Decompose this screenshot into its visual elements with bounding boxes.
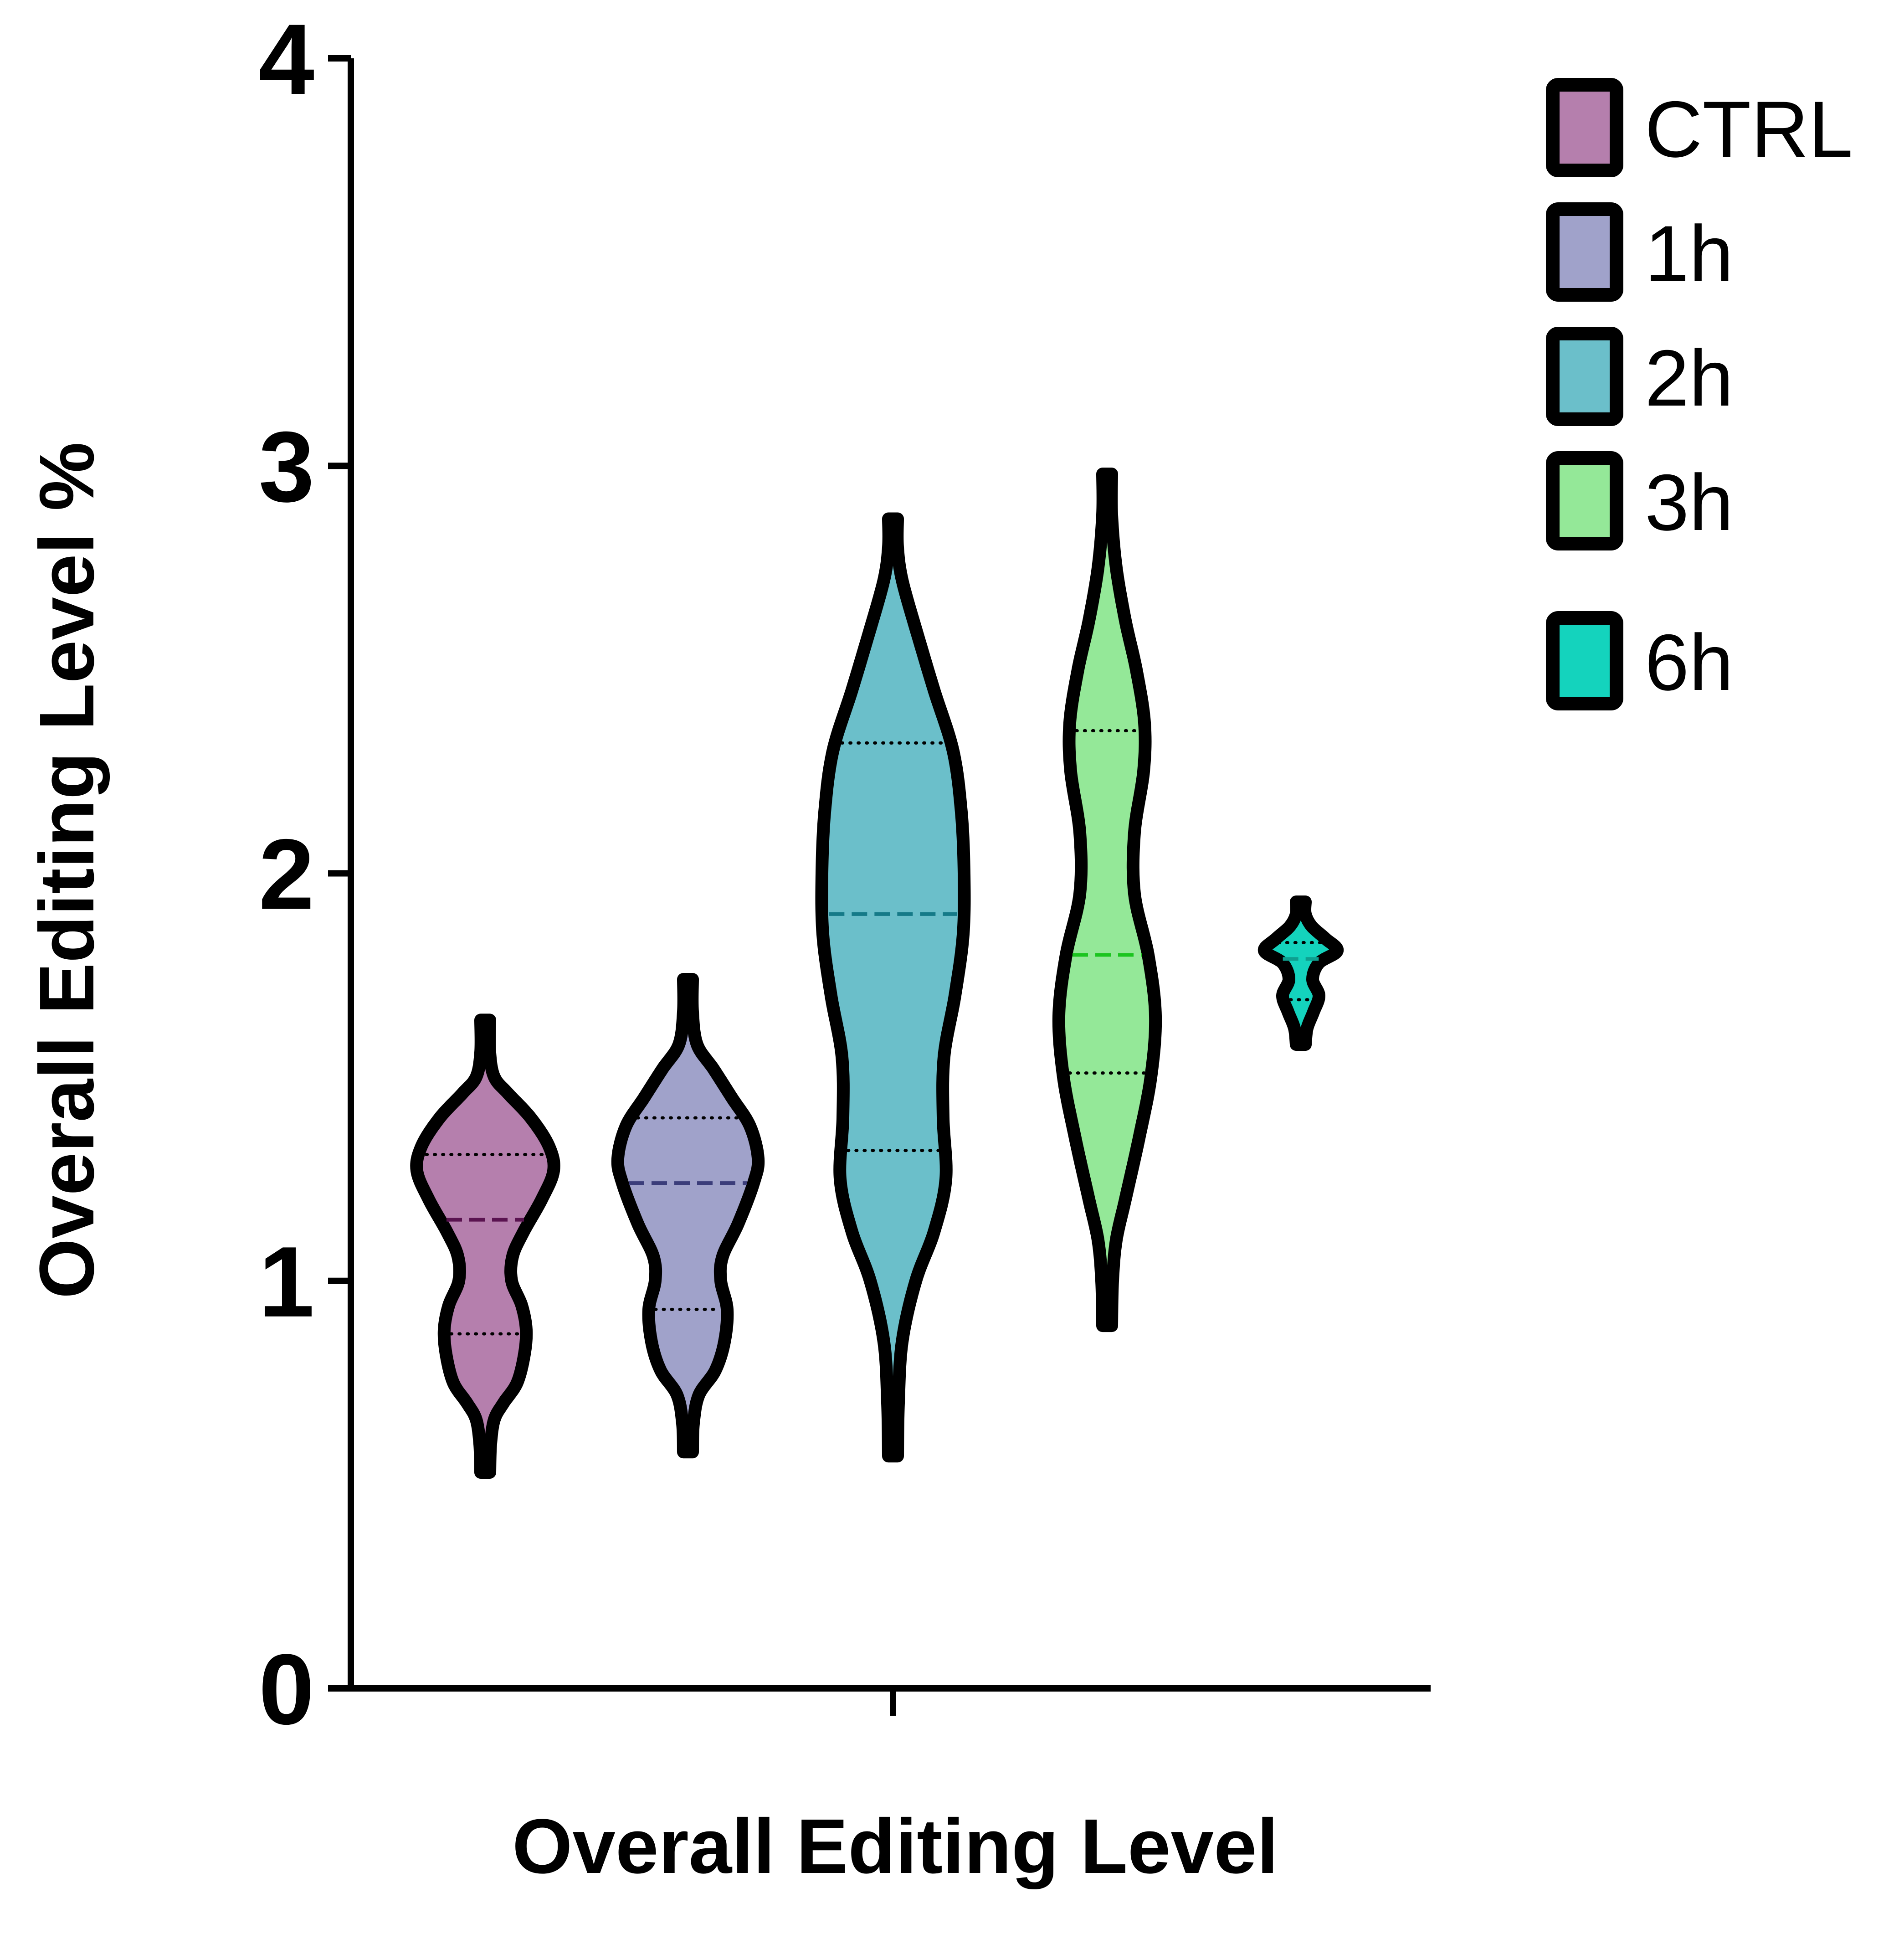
violin-ctrl (410, 1013, 560, 1479)
legend-item-ctrl: CTRL (1546, 78, 1853, 177)
violin-1h (611, 973, 765, 1459)
legend-item-6h: 6h (1546, 611, 1734, 710)
legend-label: 1h (1645, 210, 1734, 298)
violin-body (815, 512, 971, 1463)
legend-label: 3h (1645, 458, 1734, 547)
legend-label: CTRL (1645, 85, 1853, 174)
legend-swatch (1546, 78, 1623, 177)
y-tick-label: 0 (259, 1633, 314, 1745)
violins (410, 468, 1344, 1479)
legend-swatch (1546, 611, 1623, 710)
violin-body (1257, 895, 1344, 1051)
y-tick-label: 2 (259, 818, 314, 931)
legend-swatch (1546, 451, 1623, 550)
violin-body (611, 973, 765, 1459)
legend-label: 2h (1645, 334, 1734, 423)
legend-swatch (1546, 202, 1623, 302)
violin-6h (1257, 895, 1344, 1051)
violin-3h (1052, 468, 1162, 1332)
y-tick-label: 4 (259, 3, 314, 115)
legend-item-1h: 1h (1546, 202, 1734, 302)
violin-body (1052, 468, 1162, 1332)
legend-label: 6h (1645, 618, 1734, 707)
legend: CTRL 1h 2h 3h 6h (1546, 78, 1853, 710)
y-tick-label: 3 (259, 411, 314, 523)
violin-body (410, 1013, 560, 1479)
y-axis-title: Overall Editing Level % (24, 442, 110, 1299)
legend-item-3h: 3h (1546, 451, 1734, 550)
legend-item-2h: 2h (1546, 327, 1734, 426)
y-axis: 0 1 2 3 4 (259, 3, 354, 1745)
x-axis-title: Overall Editing Level (512, 1803, 1278, 1890)
violin-2h (815, 512, 971, 1463)
x-axis (348, 1685, 1431, 1716)
y-tick-label: 1 (259, 1226, 314, 1338)
legend-swatch (1546, 327, 1623, 426)
